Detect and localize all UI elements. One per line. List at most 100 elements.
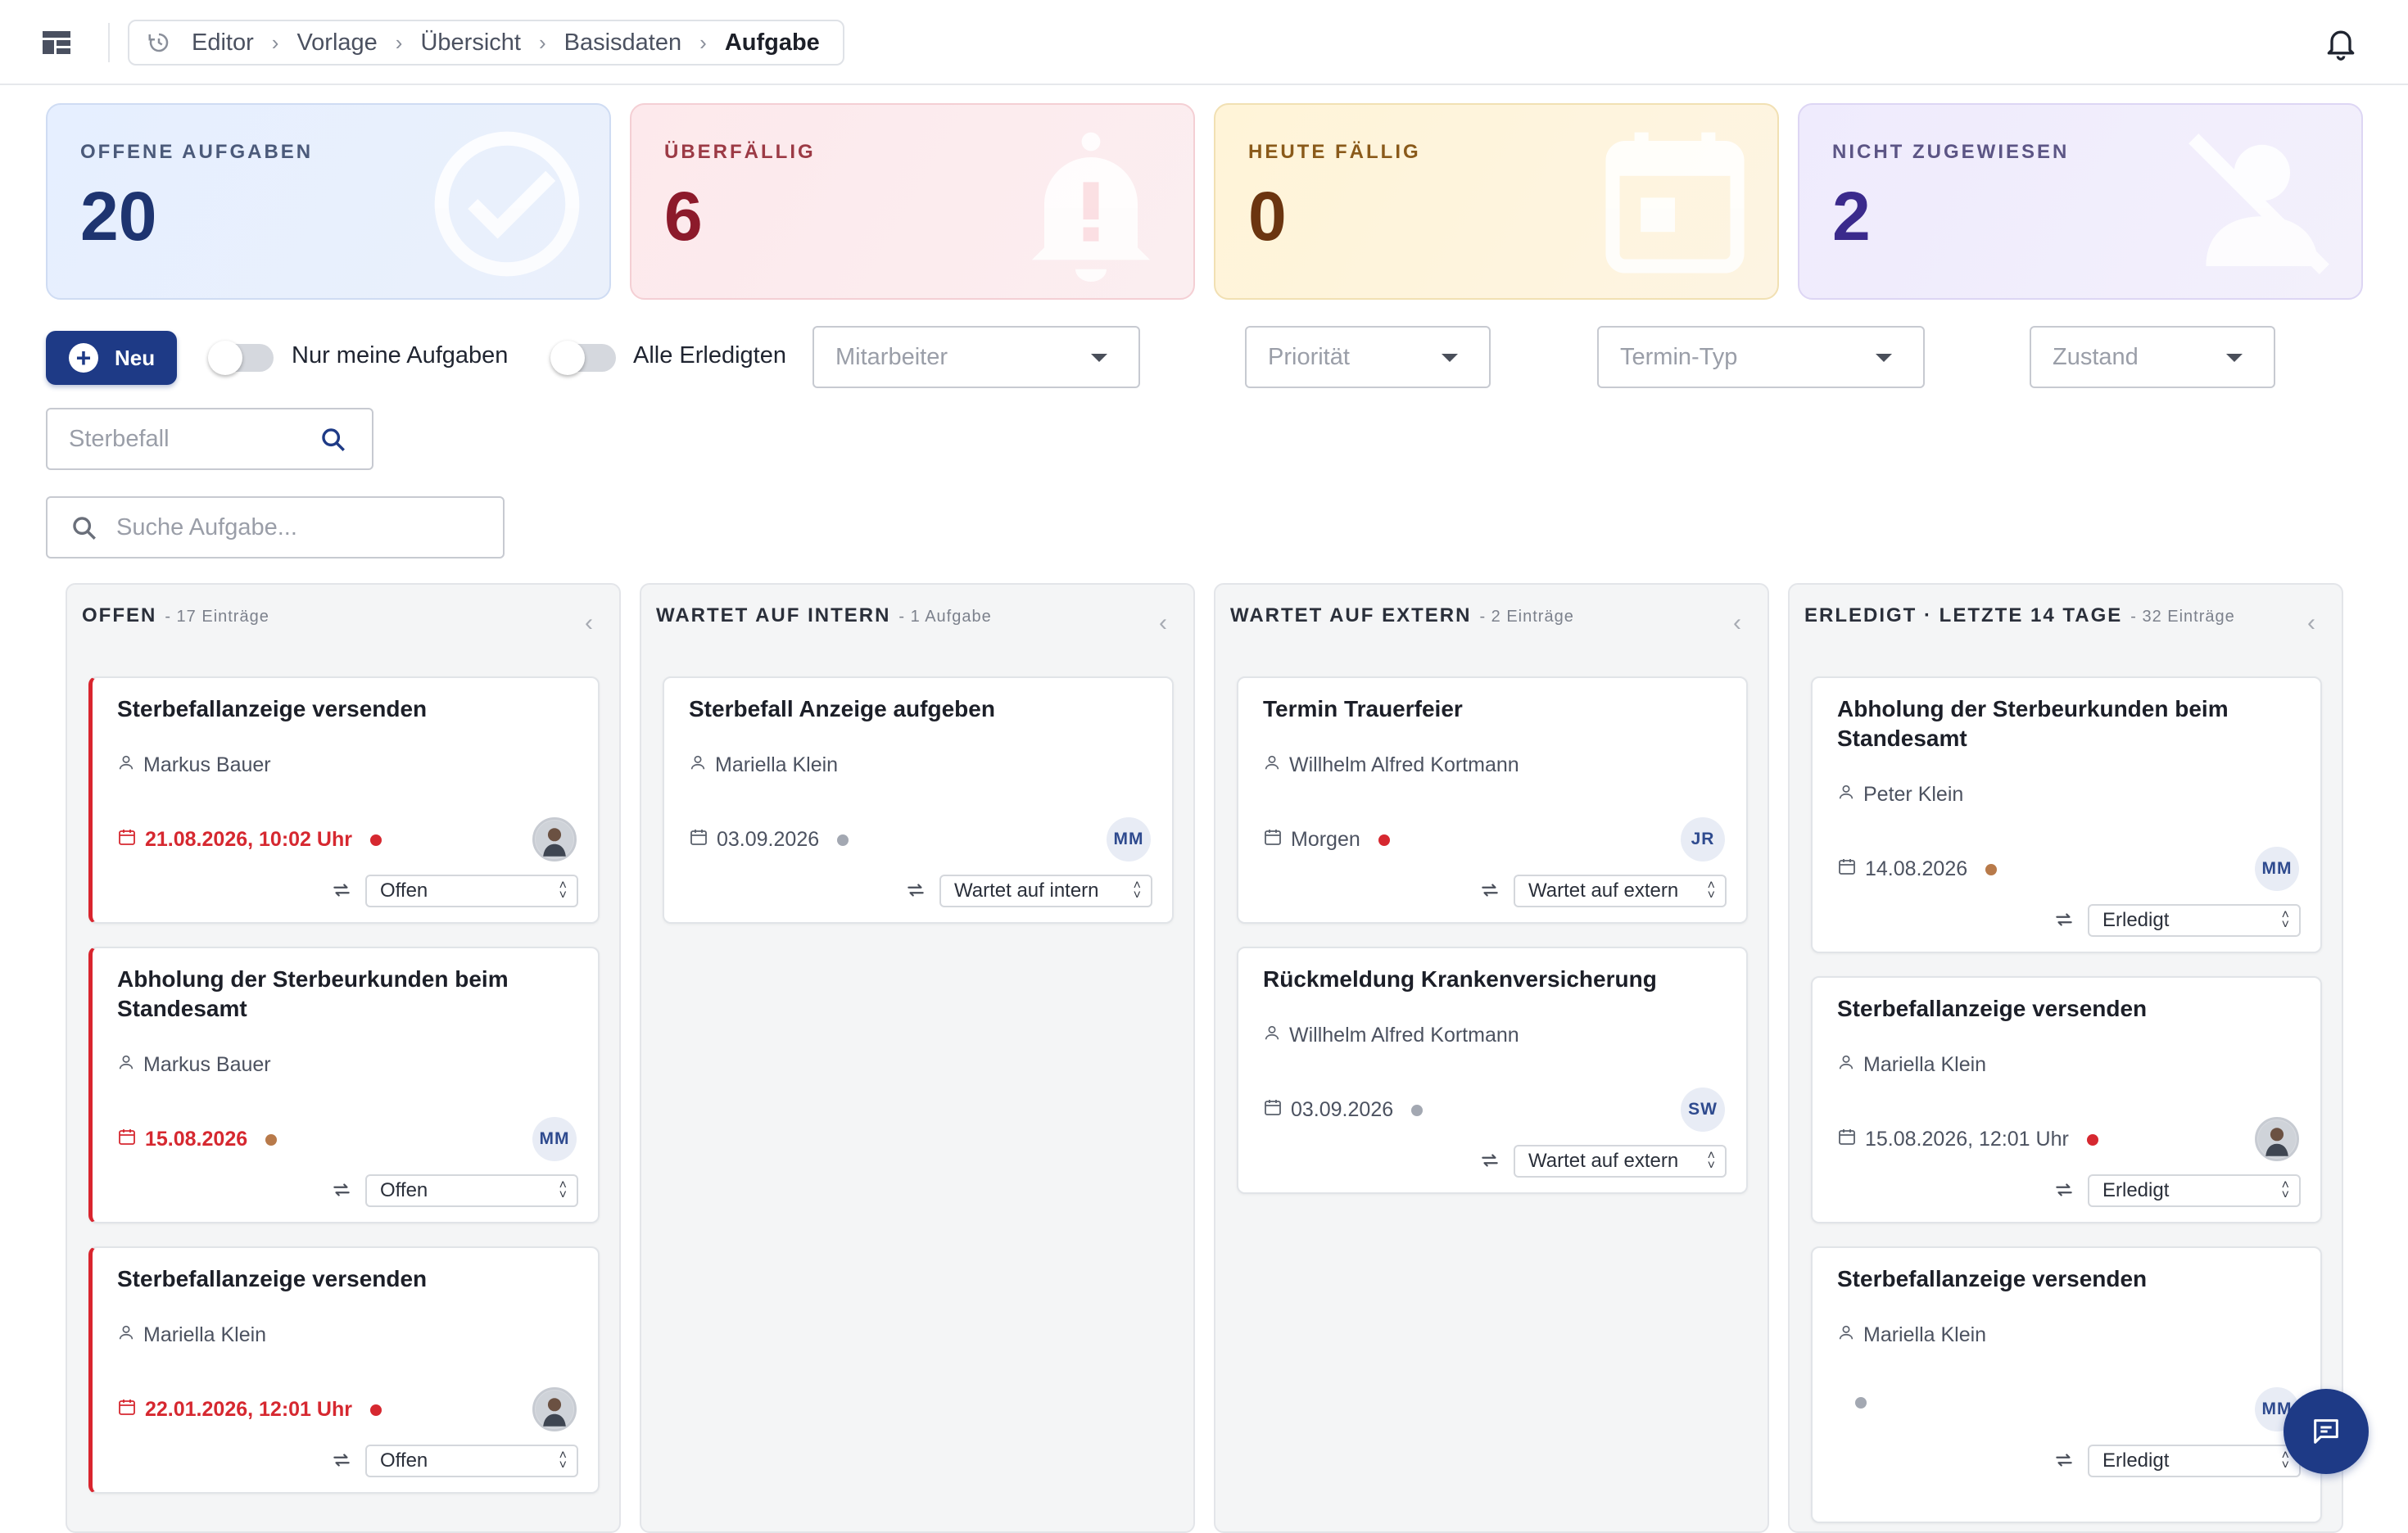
person-icon (1837, 1053, 1855, 1077)
task-card[interactable]: Abholung der Sterbeurkunden beim Standes… (1811, 676, 2322, 953)
task-card[interactable]: Sterbefallanzeige versenden Markus Bauer 2… (88, 676, 600, 924)
dashboard-menu-icon[interactable] (43, 31, 70, 54)
sort-updown-icon: ˄ ˅ (2281, 1449, 2289, 1472)
calendar-icon (1837, 1127, 1857, 1152)
employee-select[interactable]: Mitarbeiter (812, 326, 1140, 388)
status-select[interactable]: Offen ˄ ˅ (365, 875, 578, 907)
column-count: - 1 Aufgabe (898, 608, 992, 626)
chat-icon (2314, 1419, 2338, 1444)
priority-dot (265, 1133, 278, 1146)
state-select[interactable]: Zustand (2030, 326, 2275, 388)
plus-icon: + (69, 343, 98, 373)
task-title: Termin Trauerfeier (1263, 696, 1463, 721)
sync-icon (2053, 909, 2075, 930)
status-value: Erledigt (2102, 1449, 2170, 1472)
task-title: Abholung der Sterbeurkunden beim Standes… (117, 966, 509, 1021)
appointment-type-select[interactable]: Termin-Typ (1597, 326, 1925, 388)
status-value: Offen (380, 1449, 428, 1472)
person-icon (1837, 1323, 1855, 1347)
assignee-avatar[interactable] (532, 1387, 577, 1431)
task-card[interactable]: Sterbefall Anzeige aufgeben Mariella Klei… (663, 676, 1174, 924)
status-value: Offen (380, 880, 428, 902)
notification-bell-icon[interactable] (2323, 25, 2359, 61)
stat-card-due-today[interactable]: HEUTE FÄLLIG 0 (1214, 103, 1779, 300)
status-select[interactable]: Wartet auf extern ˄ ˅ (1514, 1145, 1727, 1178)
toggle-my-tasks[interactable] (208, 341, 274, 375)
sort-updown-icon: ˄ ˅ (2281, 1178, 2289, 1202)
task-card[interactable]: Sterbefallanzeige versenden Mariella Klei… (1811, 1246, 2322, 1523)
task-due-date: 15.08.2026, 12:01 Uhr (1837, 1127, 2098, 1152)
breadcrumb-item-editor[interactable]: Editor (192, 29, 254, 56)
task-card[interactable]: Sterbefallanzeige versenden Mariella Klei… (88, 1246, 600, 1494)
status-select[interactable]: Wartet auf intern ˄ ˅ (939, 875, 1152, 907)
person-name: Mariella Klein (715, 753, 839, 776)
due-date-text: 03.09.2026 (1291, 1098, 1394, 1121)
collapse-chevron-icon[interactable]: ‹ (1159, 609, 1167, 636)
task-search-input[interactable]: Suche Aufgabe... (46, 496, 505, 558)
task-card[interactable]: Termin Trauerfeier Willhelm Alfred Kortma… (1237, 676, 1748, 924)
person-icon (117, 753, 135, 777)
stat-card-overdue[interactable]: ÜBERFÄLLIG 6 (630, 103, 1195, 300)
assignee-avatar[interactable] (2255, 1117, 2299, 1161)
assignee-avatar[interactable] (532, 817, 577, 861)
due-date-text: 15.08.2026, 12:01 Uhr (1865, 1128, 2069, 1151)
task-card[interactable]: Abholung der Sterbeurkunden beim Standes… (88, 947, 600, 1223)
due-date-text: Morgen (1291, 828, 1360, 851)
case-search-placeholder: Sterbefall (69, 425, 170, 452)
assignee-avatar[interactable]: JR (1681, 817, 1725, 861)
collapse-chevron-icon[interactable]: ‹ (2307, 609, 2315, 636)
sort-updown-icon: ˄ ˅ (2281, 908, 2289, 932)
assignee-avatar[interactable]: MM (532, 1117, 577, 1161)
assignee-avatar[interactable]: SW (1681, 1088, 1725, 1132)
stat-card-open[interactable]: OFFENE AUFGABEN 20 (46, 103, 611, 300)
status-select[interactable]: Offen ˄ ˅ (365, 1174, 578, 1207)
breadcrumb-item-uebersicht[interactable]: Übersicht (420, 29, 521, 56)
breadcrumb-item-basisdaten[interactable]: Basisdaten (564, 29, 682, 56)
task-due-date: 03.09.2026 (1263, 1097, 1424, 1123)
task-person: Willhelm Alfred Kortmann (1263, 1024, 1519, 1047)
priority-select-placeholder: Priorität (1268, 343, 1350, 370)
sync-icon (1479, 880, 1500, 901)
history-icon[interactable] (141, 25, 177, 61)
collapse-chevron-icon[interactable]: ‹ (1733, 609, 1741, 636)
stat-card-unassigned[interactable]: NICHT ZUGEWIESEN 2 (1798, 103, 2363, 300)
status-value: Offen (380, 1179, 428, 1201)
column-count: - 2 Einträge (1479, 608, 1574, 626)
status-select[interactable]: Wartet auf extern ˄ ˅ (1514, 875, 1727, 907)
column-header: OFFEN - 17 Einträge (82, 604, 269, 627)
toggle-all-done[interactable] (550, 341, 616, 375)
person-name: Peter Klein (1863, 783, 1964, 806)
assignee-avatar[interactable]: MM (2255, 847, 2299, 891)
status-select[interactable]: Offen ˄ ˅ (365, 1445, 578, 1477)
status-value: Erledigt (2102, 1179, 2170, 1201)
task-due-date: 15.08.2026 (117, 1127, 278, 1152)
person-name: Willhelm Alfred Kortmann (1289, 753, 1519, 776)
collapse-chevron-icon[interactable]: ‹ (585, 609, 593, 636)
divider (108, 23, 110, 62)
case-search-input[interactable]: Sterbefall (46, 408, 373, 470)
status-select[interactable]: Erledigt ˄ ˅ (2088, 1445, 2301, 1477)
status-select[interactable]: Erledigt ˄ ˅ (2088, 904, 2301, 937)
column-title: WARTET AUF EXTERN (1230, 604, 1472, 626)
assignee-avatar[interactable]: MM (1107, 817, 1151, 861)
column-3: ERLEDIGT · LETZTE 14 TAGE - 32 Einträge ‹ A… (1788, 583, 2343, 1533)
task-card[interactable]: Rückmeldung Krankenversicherung Willhelm … (1237, 947, 1748, 1194)
breadcrumb-item-vorlage[interactable]: Vorlage (296, 29, 378, 56)
person-icon (117, 1323, 135, 1347)
calendar-icon (117, 827, 137, 852)
task-title: Sterbefall Anzeige aufgeben (689, 696, 995, 721)
task-person: Mariella Klein (1837, 1053, 1986, 1077)
search-icon[interactable] (319, 426, 347, 454)
task-card[interactable]: Sterbefallanzeige versenden Mariella Klei… (1811, 976, 2322, 1223)
state-select-placeholder: Zustand (2053, 343, 2139, 370)
status-select[interactable]: Erledigt ˄ ˅ (2088, 1174, 2301, 1207)
column-0: OFFEN - 17 Einträge ‹ Sterbefallanzeige ver… (66, 583, 621, 1533)
new-task-button[interactable]: + Neu (46, 331, 177, 385)
sync-icon (2053, 1449, 2075, 1471)
priority-dot (1411, 1104, 1424, 1116)
calendar-icon (117, 1127, 137, 1152)
priority-select[interactable]: Priorität (1245, 326, 1491, 388)
column-title: WARTET AUF INTERN (656, 604, 891, 626)
chat-button[interactable] (2284, 1389, 2369, 1474)
calendar-icon (1263, 827, 1283, 852)
